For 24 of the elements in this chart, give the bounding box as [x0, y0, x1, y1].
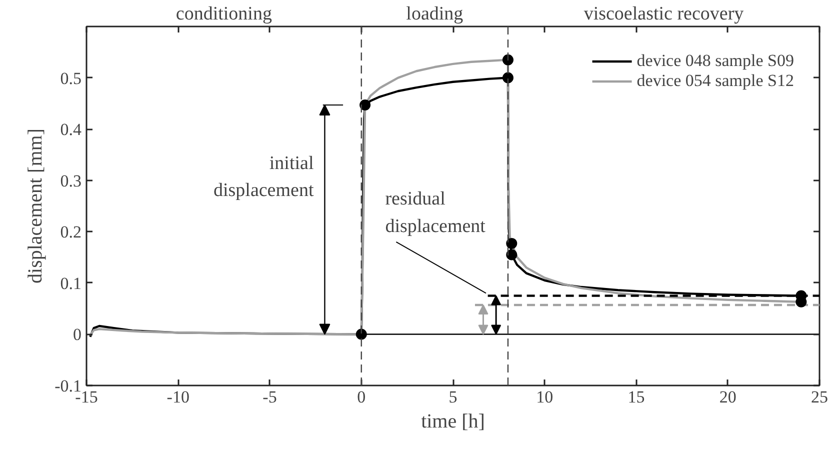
y-axis-title: displacement [mm] [24, 128, 47, 284]
x-tick-label: 10 [536, 388, 554, 406]
x-tick-label: 25 [811, 388, 828, 406]
x-tick-label: -5 [262, 388, 277, 406]
x-tick-label: 15 [628, 388, 645, 406]
legend-label: device 054 sample S12 [636, 71, 794, 91]
y-tick-label: 0.2 [60, 222, 82, 242]
text: loading [406, 4, 464, 24]
annotation: initial displacement [213, 152, 314, 202]
y-tick-label: 0.5 [60, 68, 82, 88]
legend-label: device 048 sample S09 [636, 51, 794, 71]
y-tick-label: 0.3 [60, 171, 82, 190]
x-tick-label: 5 [448, 388, 458, 406]
y-tick-label: 0 [73, 325, 82, 344]
x-axis-title: time [h] [421, 410, 485, 432]
x-tick-label: 0 [357, 388, 366, 406]
text: viscoelastic recovery [584, 4, 744, 24]
y-tick-label: -0.1 [54, 376, 82, 396]
y-tick-label: 0.1 [60, 274, 82, 293]
annotation: residual displacement [385, 188, 486, 237]
text: conditioning [176, 4, 272, 24]
x-tick-label: 20 [719, 388, 736, 406]
y-tick-label: 0.4 [60, 120, 82, 140]
x-tick-label: -10 [166, 388, 190, 406]
